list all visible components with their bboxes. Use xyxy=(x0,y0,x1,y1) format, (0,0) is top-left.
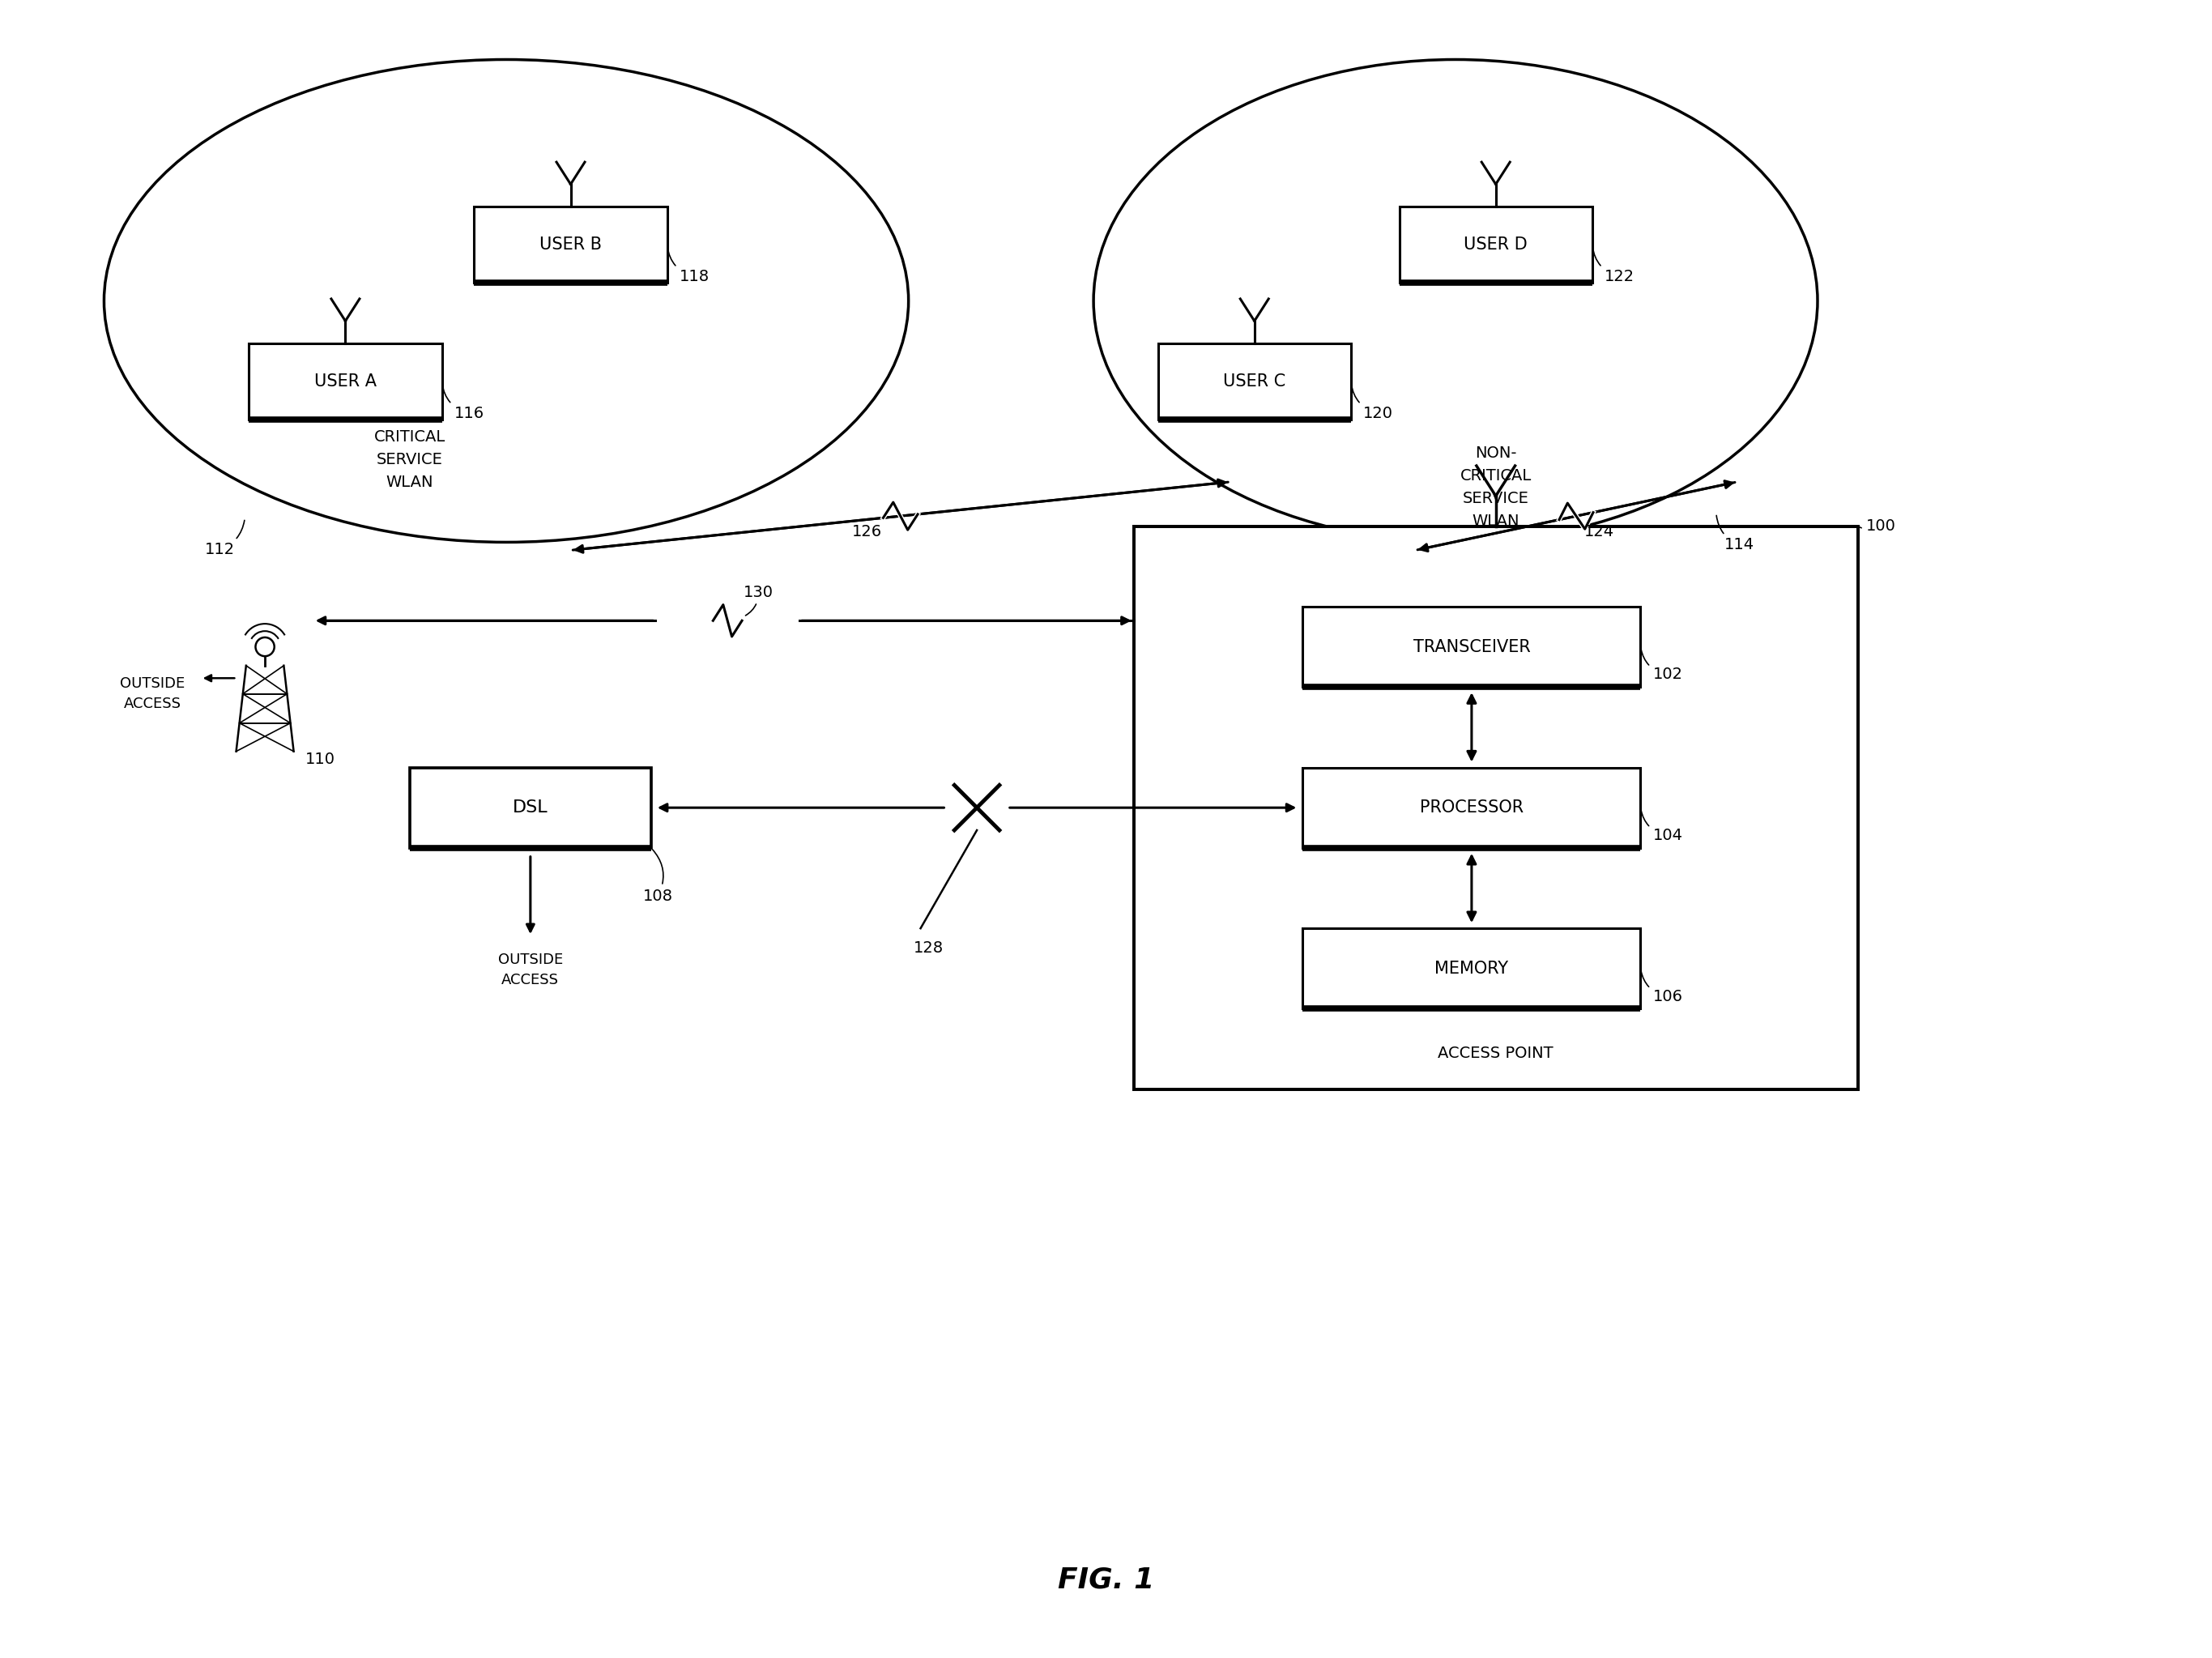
Text: TRANSCEIVER: TRANSCEIVER xyxy=(1413,638,1531,655)
Text: USER D: USER D xyxy=(1464,237,1528,252)
Text: MEMORY: MEMORY xyxy=(1436,960,1509,977)
Bar xyxy=(1135,526,1858,1089)
Bar xyxy=(1303,928,1641,1008)
Text: CRITICAL
SERVICE
WLAN: CRITICAL SERVICE WLAN xyxy=(374,429,445,491)
Text: 112: 112 xyxy=(204,521,246,557)
Text: 120: 120 xyxy=(1352,383,1394,421)
Bar xyxy=(1400,206,1593,284)
Text: DSL: DSL xyxy=(513,799,549,816)
Text: 130: 130 xyxy=(743,584,774,615)
Text: 116: 116 xyxy=(442,383,484,421)
Bar xyxy=(409,768,650,847)
Bar xyxy=(1303,607,1641,686)
Text: OUTSIDE
ACCESS: OUTSIDE ACCESS xyxy=(119,676,186,711)
Text: 128: 128 xyxy=(914,940,945,955)
Text: USER C: USER C xyxy=(1223,373,1285,390)
Text: 110: 110 xyxy=(305,751,336,768)
Text: NON-
CRITICAL
SERVICE
WLAN: NON- CRITICAL SERVICE WLAN xyxy=(1460,446,1531,529)
Text: 124: 124 xyxy=(1584,524,1615,539)
Text: 126: 126 xyxy=(852,524,883,539)
Bar xyxy=(1157,343,1352,419)
Text: USER A: USER A xyxy=(314,373,376,390)
Text: 100: 100 xyxy=(1860,517,1896,534)
Text: 106: 106 xyxy=(1641,972,1683,1005)
Bar xyxy=(248,343,442,419)
Text: 118: 118 xyxy=(668,247,710,284)
Text: PROCESSOR: PROCESSOR xyxy=(1420,799,1524,816)
Text: ACCESS POINT: ACCESS POINT xyxy=(1438,1045,1553,1061)
Bar xyxy=(1303,768,1641,847)
Text: 102: 102 xyxy=(1641,648,1683,683)
Text: USER B: USER B xyxy=(540,237,602,252)
Text: 114: 114 xyxy=(1717,516,1754,552)
Text: 108: 108 xyxy=(644,849,672,904)
Text: 122: 122 xyxy=(1593,247,1635,284)
Text: 104: 104 xyxy=(1641,809,1683,844)
Text: FIG. 1: FIG. 1 xyxy=(1057,1567,1155,1593)
Bar xyxy=(473,206,668,284)
Text: OUTSIDE
ACCESS: OUTSIDE ACCESS xyxy=(498,952,562,987)
